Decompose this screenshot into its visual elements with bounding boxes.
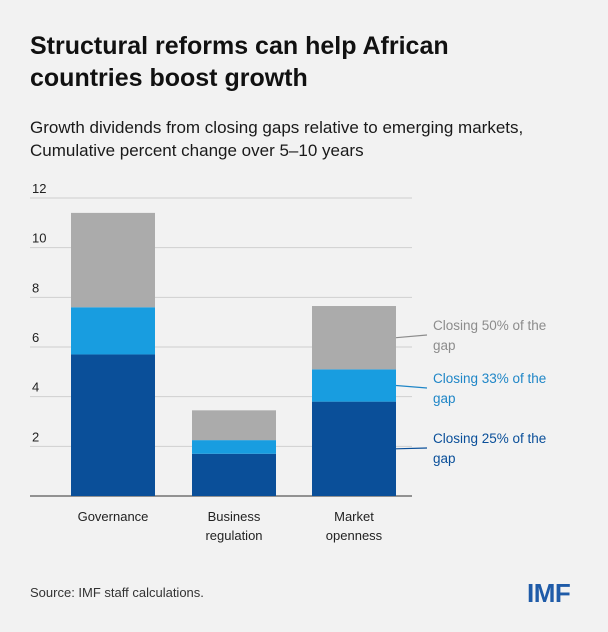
x-tick-label: Business	[208, 509, 261, 524]
legend-label: Closing 25% of the	[433, 431, 546, 446]
bar-segment	[312, 306, 396, 370]
chart-subtitle: Growth dividends from closing gaps relat…	[30, 116, 600, 162]
y-tick-label: 12	[32, 181, 46, 196]
bar-segment	[71, 354, 155, 496]
y-tick-label: 10	[32, 231, 46, 246]
bar-segment	[312, 369, 396, 402]
legend-leader-line	[395, 334, 428, 339]
bar-segment	[312, 401, 396, 496]
x-tick-label: regulation	[205, 528, 262, 543]
title-line-1: Structural reforms can help African	[30, 32, 449, 60]
x-tick-label: openness	[326, 528, 383, 543]
legend-leader-line	[395, 447, 428, 450]
legend-label: gap	[433, 391, 456, 406]
legend-label: Closing 50% of the	[433, 318, 546, 333]
x-tick-label: Market	[334, 509, 374, 524]
chart-title: Structural reforms can help African coun…	[30, 30, 590, 94]
bar-segment	[192, 440, 276, 454]
legend-label: gap	[433, 338, 456, 353]
bar-segment	[192, 410, 276, 441]
legend-leader-line	[395, 384, 428, 389]
bar-segment	[71, 212, 155, 308]
y-tick-label: 8	[32, 280, 39, 295]
y-tick-label: 6	[32, 330, 39, 345]
subtitle-line-2: Cumulative percent change over 5–10 year…	[30, 141, 364, 160]
legend-label: gap	[433, 451, 456, 466]
imf-logo: IMF	[527, 578, 571, 608]
subtitle-line-1: Growth dividends from closing gaps relat…	[30, 118, 524, 137]
y-tick-label: 2	[32, 429, 39, 444]
source-note: Source: IMF staff calculations.	[30, 585, 204, 600]
bar-segment	[192, 453, 276, 496]
chart-area: 2 4 6 8 10 12 Governance Business regulation Mark…	[30, 181, 546, 543]
x-tick-label: Governance	[78, 509, 149, 524]
legend-label: Closing 33% of the	[433, 371, 546, 386]
y-tick-label: 4	[32, 380, 39, 395]
title-line-2: countries boost growth	[30, 64, 308, 92]
bar-segment	[71, 307, 155, 355]
